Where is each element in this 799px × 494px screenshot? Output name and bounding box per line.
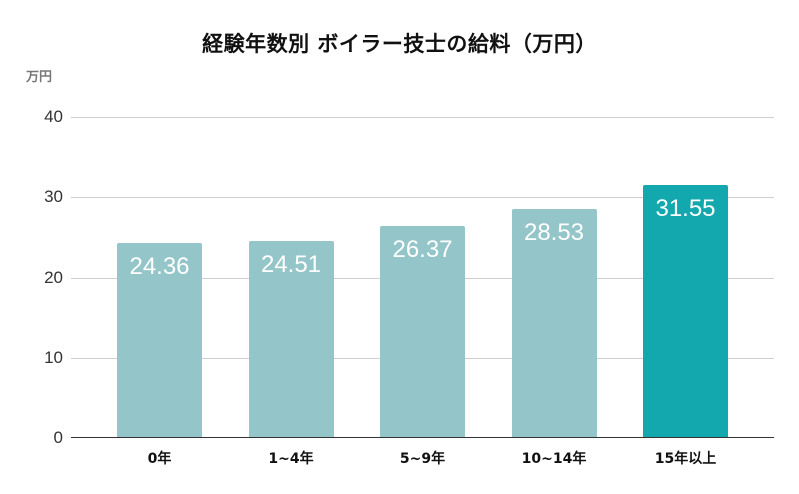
y-tick-label: 40 <box>44 107 63 126</box>
x-tick-label: 15年以上 <box>654 451 717 467</box>
plot-area: 0 10 20 30 40 24.36 24.51 26.37 28.53 31.55 <box>44 107 774 447</box>
bar: 28.53 <box>511 209 597 437</box>
x-tick-label: 1~4年 <box>268 451 314 467</box>
chart-title: 経験年数別 ボイラー技士の給料（万円） <box>202 32 597 56</box>
bar-value-label: 31.55 <box>655 194 716 222</box>
y-tick-label: 0 <box>53 428 63 447</box>
y-tick-label: 30 <box>44 187 63 207</box>
x-tick-label: 10~14年 <box>521 451 587 467</box>
bar-value-label: 28.53 <box>523 219 585 247</box>
bar-value-label: 24.51 <box>260 251 322 279</box>
y-tick-label: 20 <box>44 267 63 287</box>
y-tick-label: 10 <box>44 347 63 367</box>
bar-value-label: 24.36 <box>129 252 190 280</box>
y-axis-unit-label: 万円 <box>26 70 53 85</box>
bar: 26.37 <box>380 226 465 437</box>
gridline <box>71 197 774 199</box>
bar: 24.36 <box>117 242 202 437</box>
bar-value-label: 26.37 <box>392 236 453 264</box>
x-axis-line <box>71 437 774 438</box>
x-tick-label: 5~9年 <box>399 451 446 467</box>
bar: 31.55 <box>643 184 728 437</box>
x-tick-label: 0年 <box>147 451 172 467</box>
gridline <box>71 117 774 118</box>
bar: 24.51 <box>248 241 334 437</box>
